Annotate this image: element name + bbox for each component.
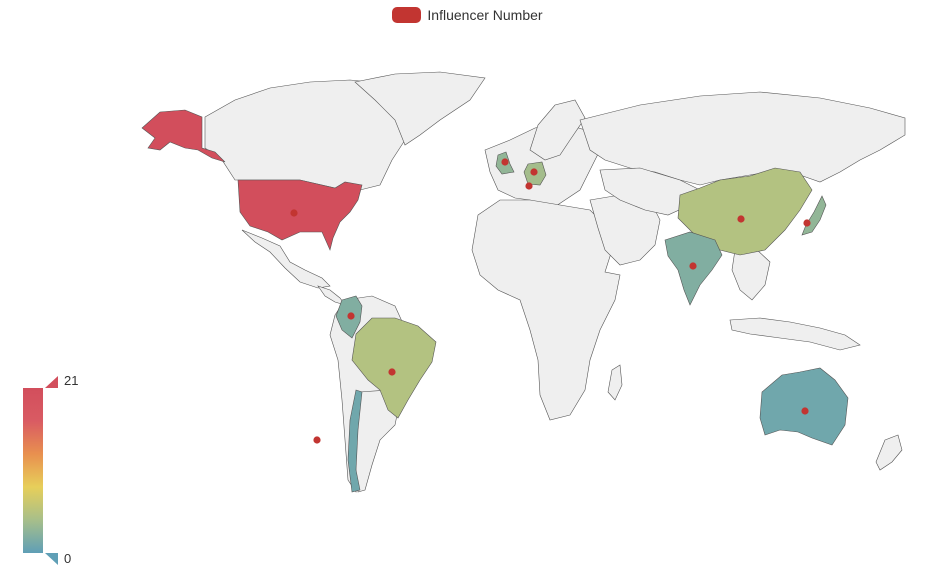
legend-label[interactable]: Influencer Number (427, 7, 543, 23)
region-scandinavia[interactable] (529, 99, 586, 161)
point-pacific-island[interactable] (313, 436, 321, 444)
region-canada[interactable] (204, 79, 421, 191)
region-madagascar[interactable] (607, 364, 623, 401)
land-layer (141, 71, 906, 493)
point-australia[interactable] (801, 407, 809, 415)
region-southeast-asia[interactable] (731, 247, 771, 301)
region-japan[interactable] (801, 195, 827, 236)
point-china[interactable] (737, 215, 745, 223)
visual-map-min-label: 0 (64, 551, 72, 566)
legend-swatch[interactable] (392, 7, 422, 23)
point-india[interactable] (689, 262, 697, 270)
visual-map-min-handle[interactable] (45, 553, 58, 565)
region-mexico[interactable] (241, 229, 331, 289)
point-colombia[interactable] (347, 312, 355, 320)
point-united-kingdom[interactable] (501, 158, 509, 166)
region-greenland[interactable] (354, 71, 486, 146)
region-united-states[interactable] (237, 179, 363, 251)
visual-map[interactable] (23, 376, 58, 565)
point-japan[interactable] (803, 219, 811, 227)
point-united-states[interactable] (290, 209, 298, 217)
point-germany[interactable] (530, 168, 538, 176)
scatter-layer (290, 158, 811, 444)
region-brazil[interactable] (351, 317, 437, 419)
region-alaska[interactable] (141, 109, 226, 163)
region-africa[interactable] (471, 199, 621, 421)
visual-map-max-handle[interactable] (45, 376, 58, 388)
point-italy[interactable] (525, 182, 533, 190)
point-brazil[interactable] (388, 368, 396, 376)
region-australia[interactable] (759, 367, 849, 446)
region-chile[interactable] (347, 389, 363, 493)
visual-map-max-label: 21 (64, 373, 79, 388)
chart-legend[interactable]: Influencer Number (0, 4, 935, 26)
visual-map-bar[interactable] (23, 388, 43, 553)
region-indonesia[interactable] (729, 317, 861, 351)
region-new-zealand[interactable] (875, 434, 903, 471)
